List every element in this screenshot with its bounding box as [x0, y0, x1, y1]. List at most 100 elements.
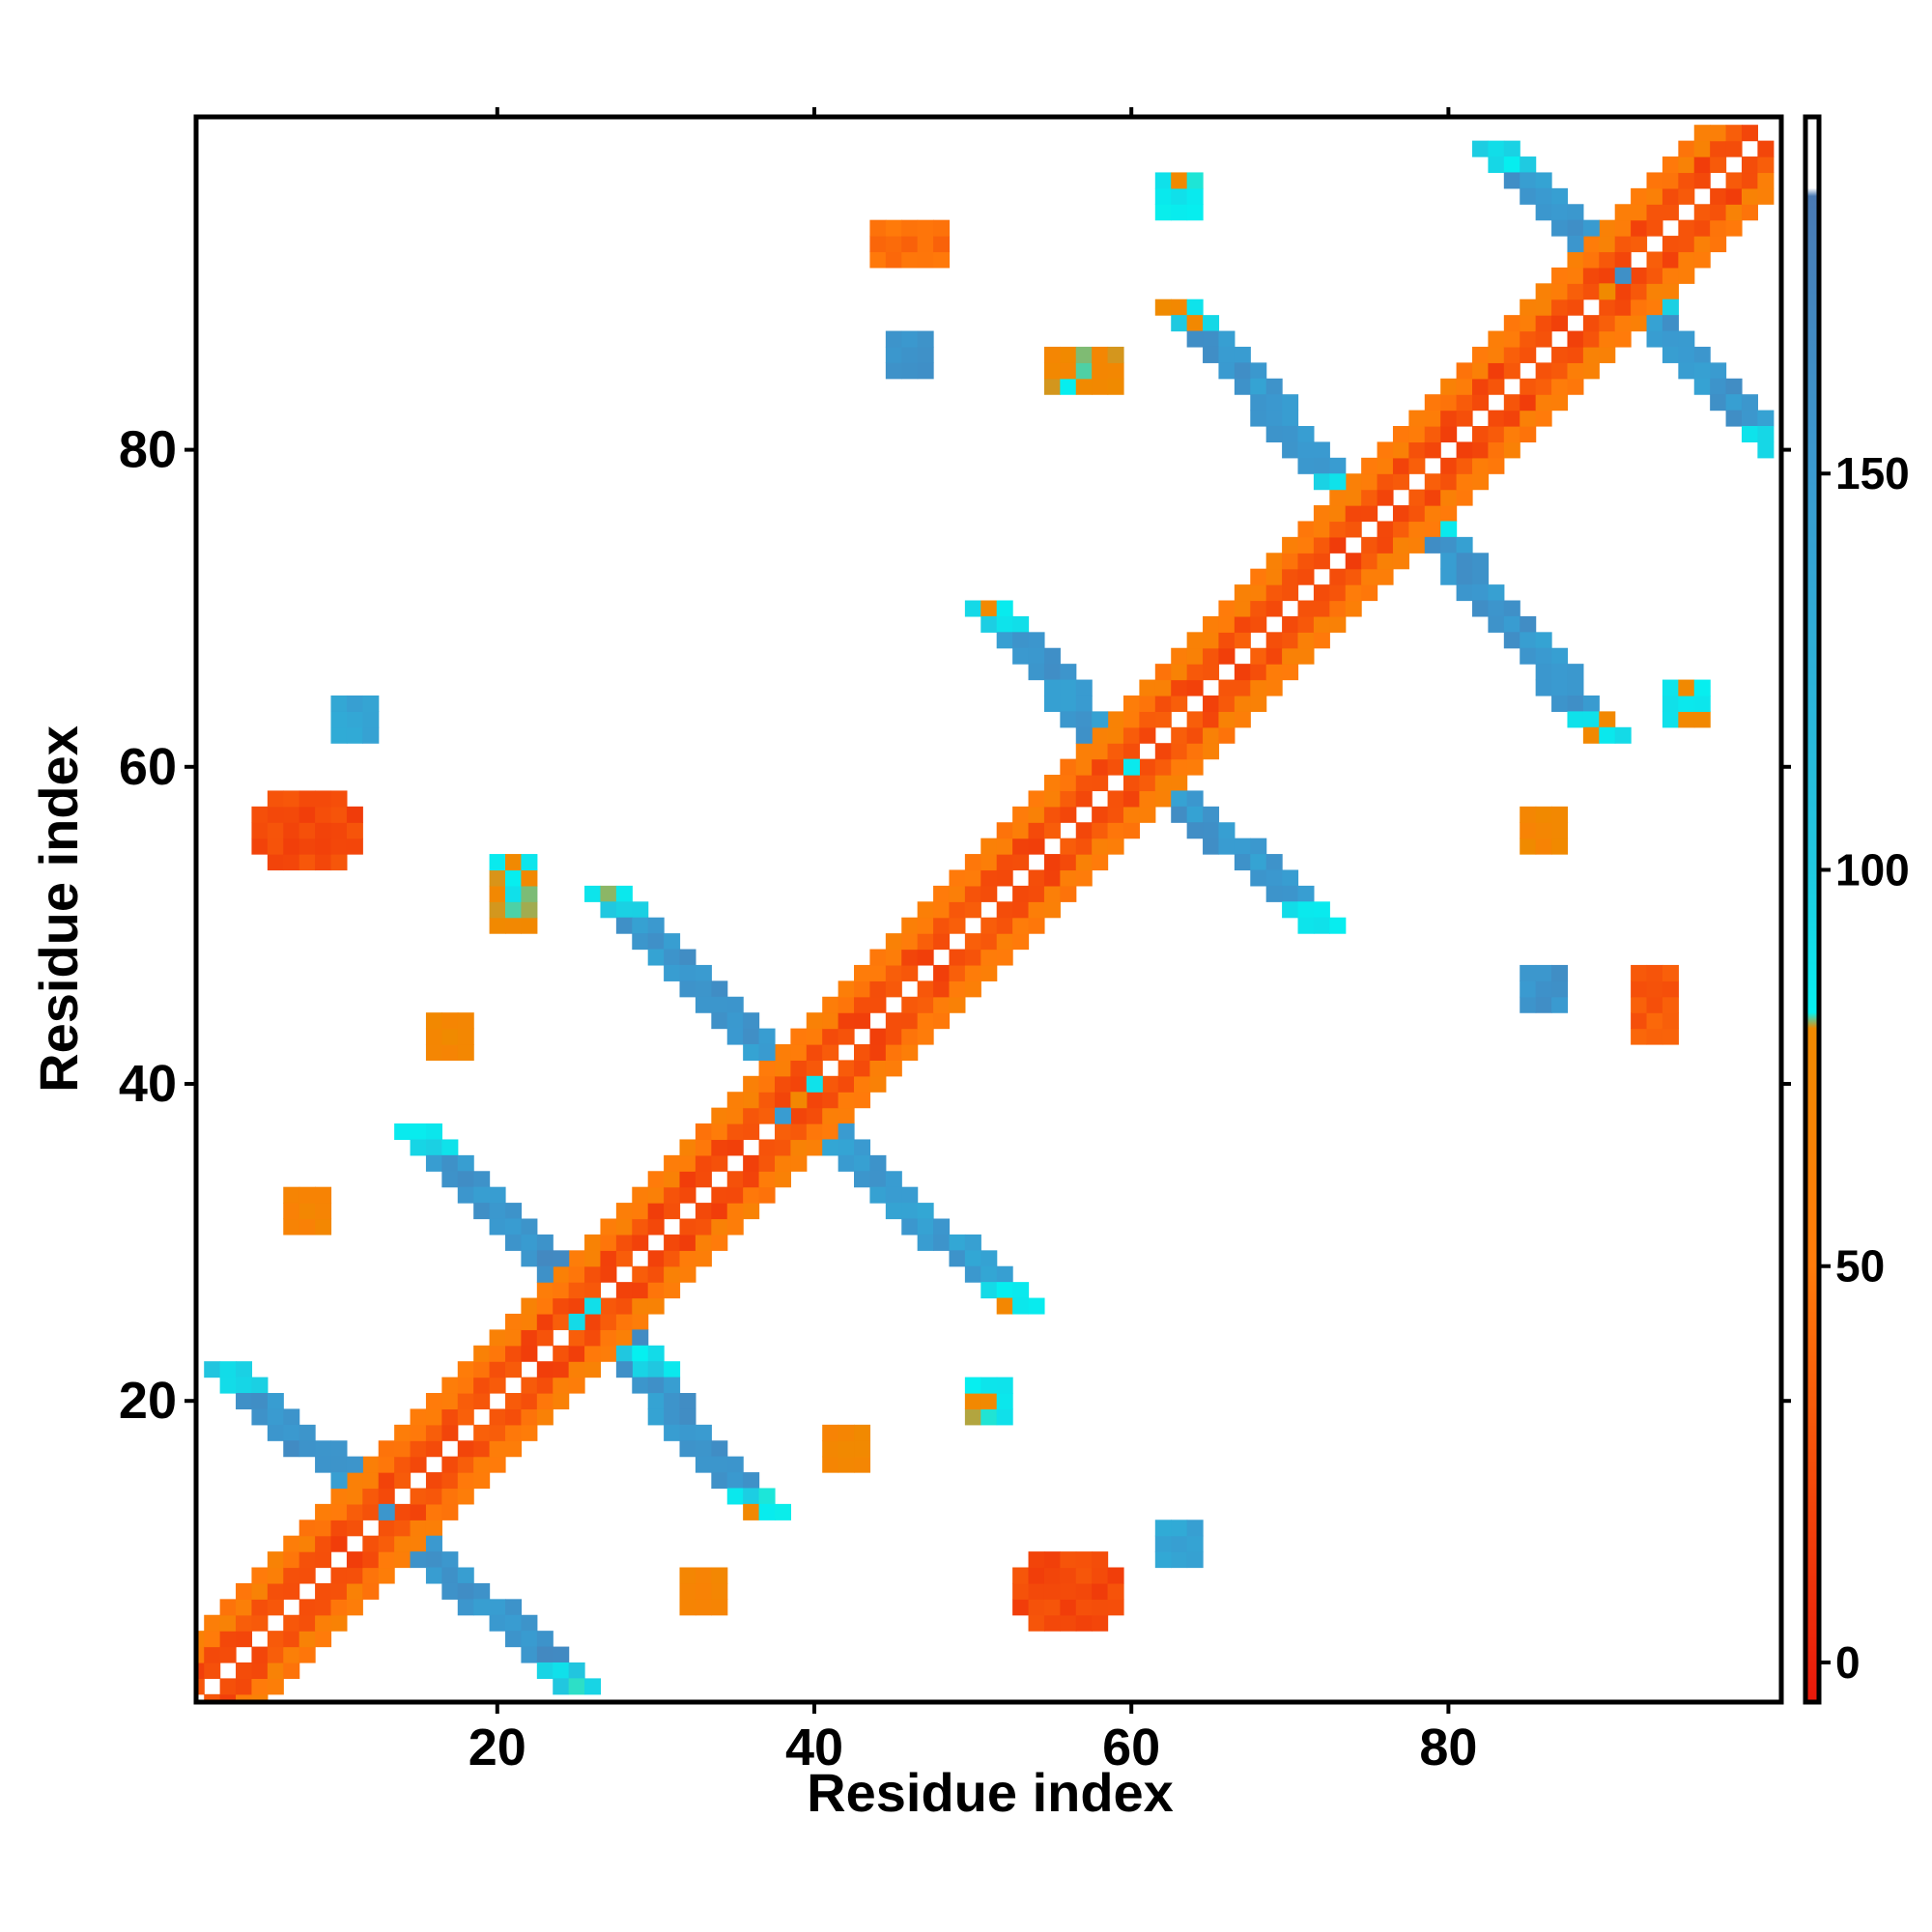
- heatmap-cell: [219, 1693, 237, 1702]
- heatmap-cell: [1012, 838, 1030, 855]
- heatmap-cell: [425, 1012, 442, 1030]
- heatmap-cell: [457, 1171, 474, 1188]
- heatmap-cell: [1329, 917, 1347, 934]
- heatmap-cell: [1678, 362, 1695, 380]
- heatmap-cell: [346, 1567, 363, 1584]
- heatmap-cell: [917, 949, 934, 966]
- heatmap-cell: [1614, 315, 1632, 332]
- heatmap-cell: [1456, 457, 1473, 474]
- heatmap-cell: [1075, 726, 1093, 744]
- heatmap-cell: [1392, 473, 1409, 491]
- heatmap-cell: [600, 1218, 617, 1236]
- heatmap-cell: [1392, 553, 1409, 570]
- heatmap-cell: [1535, 204, 1552, 221]
- heatmap-cell: [584, 1234, 602, 1251]
- heatmap-cell: [1250, 838, 1267, 855]
- heatmap-cell: [1535, 822, 1552, 839]
- heatmap-cell: [1456, 584, 1473, 602]
- heatmap-cell: [615, 1234, 633, 1251]
- heatmap-cell: [600, 1313, 617, 1330]
- heatmap-cell: [283, 790, 300, 808]
- heatmap-cell: [584, 1265, 602, 1283]
- heatmap-cell: [1265, 568, 1283, 585]
- heatmap-cell: [679, 1424, 696, 1441]
- heatmap-cell: [615, 1329, 633, 1347]
- heatmap-cell: [949, 869, 966, 887]
- heatmap-cell: [1171, 664, 1188, 681]
- heatmap-cell: [679, 1440, 696, 1458]
- heatmap-cell: [584, 1345, 602, 1362]
- heatmap-cell: [315, 1520, 332, 1537]
- heatmap-cell: [489, 1218, 506, 1236]
- heatmap-cell: [1693, 156, 1711, 174]
- heatmap-cell: [473, 1171, 491, 1188]
- heatmap-cell: [1154, 679, 1172, 696]
- heatmap-cell: [774, 1171, 791, 1188]
- heatmap-cell: [917, 219, 934, 237]
- heatmap-cell: [1662, 315, 1679, 332]
- heatmap-cell: [758, 1154, 776, 1172]
- heatmap-cell: [854, 1060, 871, 1077]
- heatmap-cell: [1678, 711, 1695, 728]
- heatmap-cell: [1345, 473, 1362, 491]
- heatmap-cell: [1203, 632, 1220, 649]
- heatmap-cell: [1218, 726, 1236, 744]
- heatmap-cell: [1535, 964, 1552, 981]
- heatmap-cell: [1075, 1567, 1093, 1584]
- heatmap-cell: [1693, 346, 1711, 363]
- heatmap-cell: [1186, 204, 1204, 221]
- heatmap-cell: [1186, 647, 1204, 665]
- heatmap-cell: [505, 1614, 523, 1632]
- x-axis-title: Residue index: [807, 1762, 1174, 1823]
- heatmap-cell: [425, 1043, 442, 1061]
- heatmap-cell: [822, 1028, 839, 1045]
- heatmap-cell: [838, 1107, 855, 1124]
- heatmap-cell: [236, 1582, 253, 1600]
- heatmap-cell: [1265, 664, 1283, 681]
- heatmap-cell: [1171, 726, 1188, 744]
- heatmap-cell: [521, 1345, 538, 1362]
- heatmap-cell: [1551, 187, 1569, 205]
- heatmap-cell: [996, 838, 1013, 855]
- heatmap-cell: [1614, 330, 1632, 348]
- heatmap-cell: [1154, 172, 1172, 189]
- heatmap-cell: [1122, 726, 1140, 744]
- colorbar-tick-label: 100: [1835, 844, 1910, 895]
- heatmap-cell: [679, 1218, 696, 1236]
- heatmap-cell: [1012, 917, 1030, 934]
- heatmap-cell: [806, 1092, 823, 1109]
- heatmap-cell: [346, 838, 363, 855]
- heatmap-cell: [1710, 394, 1727, 412]
- heatmap-cell: [949, 1234, 966, 1251]
- heatmap-cell: [1313, 600, 1330, 617]
- heatmap-cell: [1028, 790, 1045, 808]
- heatmap-cell: [315, 1582, 332, 1600]
- heatmap-cell: [1028, 917, 1045, 934]
- heatmap-cell: [505, 1440, 523, 1458]
- heatmap-cell: [1741, 410, 1758, 427]
- heatmap-cell: [1757, 140, 1775, 157]
- heatmap-cell: [964, 1250, 981, 1267]
- heatmap-cell: [838, 1123, 855, 1141]
- heatmap-cell: [1282, 901, 1299, 919]
- heatmap-cell: [933, 219, 951, 237]
- heatmap-cell: [236, 1631, 253, 1648]
- heatmap-cell: [632, 1203, 649, 1220]
- heatmap-cell: [885, 933, 902, 951]
- heatmap-cell: [489, 1186, 506, 1204]
- heatmap-cell: [996, 933, 1013, 951]
- heatmap-cell: [615, 1297, 633, 1315]
- heatmap-cell: [251, 1599, 269, 1616]
- heatmap-cell: [885, 1043, 902, 1061]
- heatmap-cell: [980, 1393, 998, 1410]
- heatmap-cell: [362, 1503, 380, 1520]
- heatmap-cell: [743, 1012, 760, 1030]
- heatmap-cell: [1520, 346, 1537, 363]
- heatmap-cell: [1757, 187, 1775, 205]
- heatmap-cell: [679, 1265, 696, 1283]
- heatmap-cell: [441, 1582, 459, 1600]
- heatmap-cell: [1392, 441, 1409, 459]
- heatmap-cell: [1693, 711, 1711, 728]
- heatmap-cell: [664, 1234, 681, 1251]
- heatmap-cell: [1599, 298, 1616, 316]
